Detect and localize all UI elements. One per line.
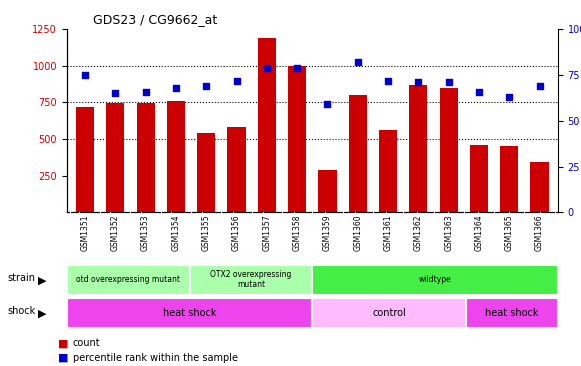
Bar xyxy=(466,298,558,328)
Point xyxy=(414,79,423,85)
Text: shock: shock xyxy=(7,306,35,316)
Text: GSM1354: GSM1354 xyxy=(171,215,181,251)
Bar xyxy=(288,66,306,212)
Bar xyxy=(167,101,185,212)
Bar xyxy=(500,146,518,212)
Point xyxy=(202,83,211,89)
Text: GSM1356: GSM1356 xyxy=(232,215,241,251)
Point xyxy=(444,79,453,85)
Point xyxy=(323,101,332,107)
Bar xyxy=(409,85,428,212)
Text: GSM1355: GSM1355 xyxy=(202,215,211,251)
Text: GSM1363: GSM1363 xyxy=(444,215,453,251)
Bar xyxy=(106,103,124,212)
Point xyxy=(474,89,483,94)
Bar xyxy=(227,127,246,212)
Text: GSM1362: GSM1362 xyxy=(414,215,423,251)
Bar xyxy=(313,298,466,328)
Text: percentile rank within the sample: percentile rank within the sample xyxy=(73,353,238,363)
Text: GSM1364: GSM1364 xyxy=(475,215,483,251)
Text: heat shock: heat shock xyxy=(485,307,539,318)
Bar xyxy=(189,265,313,295)
Bar xyxy=(67,265,189,295)
Text: count: count xyxy=(73,338,101,348)
Bar xyxy=(67,298,313,328)
Point xyxy=(232,78,241,83)
Point xyxy=(353,59,363,65)
Bar xyxy=(197,133,216,212)
Text: GSM1358: GSM1358 xyxy=(293,215,302,251)
Point xyxy=(262,65,271,71)
Point xyxy=(171,85,181,91)
Text: strain: strain xyxy=(7,273,35,283)
Point xyxy=(292,65,302,71)
Bar xyxy=(258,38,276,212)
Text: ■: ■ xyxy=(58,338,69,348)
Text: GSM1352: GSM1352 xyxy=(111,215,120,251)
Bar xyxy=(76,107,94,212)
Bar xyxy=(137,103,155,212)
Text: GSM1351: GSM1351 xyxy=(81,215,89,251)
Point xyxy=(535,83,544,89)
Text: GSM1353: GSM1353 xyxy=(141,215,150,251)
Text: GSM1360: GSM1360 xyxy=(353,215,362,251)
Text: ▶: ▶ xyxy=(38,309,46,319)
Text: wildtype: wildtype xyxy=(419,275,451,284)
Text: OTX2 overexpressing
mutant: OTX2 overexpressing mutant xyxy=(210,270,292,290)
Point xyxy=(141,89,150,94)
Text: ■: ■ xyxy=(58,353,69,363)
Point xyxy=(383,78,393,83)
Bar xyxy=(313,265,558,295)
Text: GSM1357: GSM1357 xyxy=(263,215,271,251)
Bar xyxy=(530,162,548,212)
Bar xyxy=(318,170,336,212)
Text: heat shock: heat shock xyxy=(163,307,216,318)
Text: control: control xyxy=(372,307,406,318)
Bar xyxy=(440,88,458,212)
Text: GDS23 / CG9662_at: GDS23 / CG9662_at xyxy=(93,13,217,26)
Bar xyxy=(349,95,367,212)
Point xyxy=(505,94,514,100)
Bar xyxy=(470,145,488,212)
Text: GSM1365: GSM1365 xyxy=(505,215,514,251)
Bar xyxy=(379,130,397,212)
Text: GSM1359: GSM1359 xyxy=(323,215,332,251)
Text: ▶: ▶ xyxy=(38,276,46,286)
Point xyxy=(110,90,120,96)
Text: GSM1361: GSM1361 xyxy=(383,215,393,251)
Point xyxy=(80,72,89,78)
Text: otd overexpressing mutant: otd overexpressing mutant xyxy=(76,275,180,284)
Text: GSM1366: GSM1366 xyxy=(535,215,544,251)
